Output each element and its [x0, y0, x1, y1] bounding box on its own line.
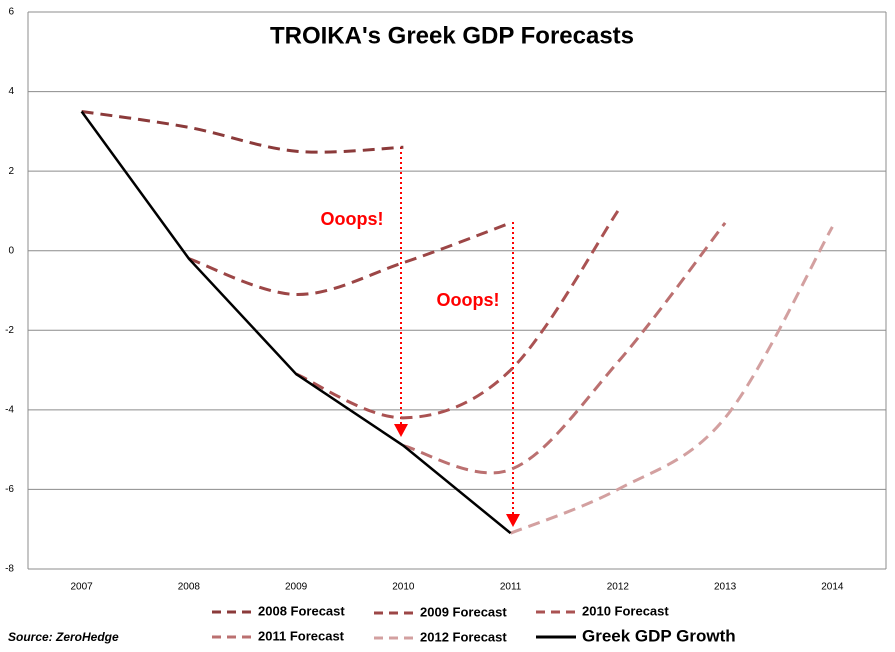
series-line — [80, 110, 512, 535]
source: Source: ZeroHedge — [8, 630, 119, 644]
x-tick-label: 2012 — [607, 582, 630, 593]
y-tick-label: -6 — [5, 484, 14, 495]
x-tick-label: 2010 — [392, 582, 415, 593]
legend-label: Greek GDP Growth — [582, 626, 736, 645]
y-tick-label: 6 — [8, 7, 14, 18]
chart-title: TROIKA's Greek GDP Forecasts — [270, 22, 634, 49]
series-line — [188, 221, 512, 296]
legend-label: 2009 Forecast — [420, 604, 507, 619]
series-line — [510, 226, 834, 535]
y-tick-label: 2 — [8, 166, 14, 177]
y-tick-label: -2 — [5, 325, 14, 336]
x-tick-label: 2008 — [178, 582, 201, 593]
x-tick-label: 2014 — [821, 582, 844, 593]
plot: -8 -6 -4 -2 0 2 4 6 2007 2008 2009 2010 2011 2012 2013… — [5, 7, 887, 645]
x-tick-label: 2009 — [285, 582, 308, 593]
y-tick-label: -4 — [5, 404, 14, 415]
arrow-head — [506, 514, 520, 527]
arrow-head — [394, 424, 408, 437]
y-tick-label: 4 — [8, 86, 14, 97]
annotation: Ooops! — [437, 290, 500, 310]
legend-label: 2010 Forecast — [582, 603, 669, 618]
series-line — [295, 210, 620, 420]
legend-label: 2011 Forecast — [258, 628, 345, 643]
y-tick-label: 0 — [8, 245, 14, 256]
annotation: Ooops! — [321, 209, 384, 229]
series-line — [81, 109, 404, 154]
x-tick-label: 2011 — [500, 582, 522, 593]
series-line — [402, 221, 727, 475]
arrows — [394, 147, 520, 527]
legend-label: 2008 Forecast — [258, 603, 345, 618]
x-tick-label: 2013 — [714, 582, 737, 593]
x-tick-label: 2007 — [71, 582, 94, 593]
legend-label: 2012 Forecast — [420, 629, 507, 644]
y-tick-label: -8 — [5, 564, 14, 575]
